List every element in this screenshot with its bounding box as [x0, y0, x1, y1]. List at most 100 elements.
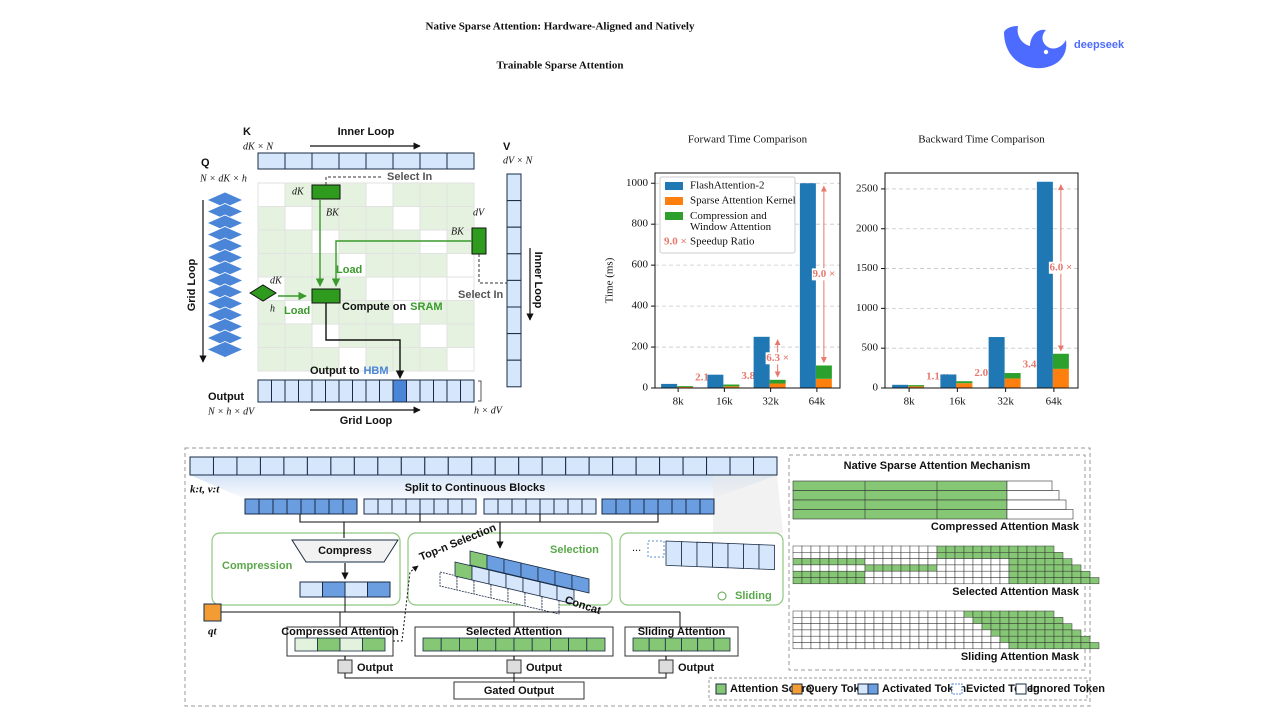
output-cell	[325, 379, 340, 403]
mask-cell	[837, 642, 848, 650]
mask-cell	[1062, 570, 1073, 578]
mask-cell	[1053, 570, 1064, 578]
mask-cell	[873, 617, 884, 624]
k-cell	[419, 152, 448, 170]
mask-cell	[1008, 629, 1019, 637]
kv-cell	[518, 456, 543, 476]
mask-cell	[972, 577, 983, 585]
mask-cell	[918, 545, 929, 553]
grid-cell	[419, 229, 448, 254]
mask-cell	[927, 564, 938, 572]
mask-cell	[990, 545, 1001, 553]
label: Q	[201, 157, 210, 169]
mask-cell	[909, 577, 920, 585]
mask-cell	[927, 623, 938, 631]
mask-cell	[828, 610, 839, 618]
output-cell	[298, 379, 313, 403]
mask-cell	[792, 629, 803, 637]
grid-cell	[257, 253, 286, 278]
mask-cell	[1035, 552, 1046, 559]
mask-cell	[981, 635, 992, 643]
mask-cell	[927, 570, 938, 578]
mask-cell	[918, 629, 929, 637]
mask-cell	[945, 570, 956, 578]
kv-cell	[494, 456, 520, 476]
bar-segment	[815, 378, 832, 388]
mask-cell	[918, 570, 929, 578]
mask-cell	[1026, 635, 1037, 643]
mask-cell	[981, 570, 992, 578]
mask-cell	[828, 623, 839, 631]
mask-cell	[837, 623, 848, 631]
mask-cell	[1035, 564, 1046, 572]
block-cell	[258, 498, 274, 515]
bar-segment	[677, 386, 694, 388]
sliding-cell	[681, 541, 698, 568]
bar-segment	[723, 384, 740, 387]
k-cell	[446, 152, 475, 170]
bar-segment	[1004, 378, 1021, 388]
block-cell	[483, 498, 499, 515]
mask-cell	[981, 564, 992, 572]
grid-cell	[257, 229, 286, 254]
output-cell	[433, 379, 448, 403]
mask-cell	[819, 617, 830, 624]
kv-cell	[541, 456, 567, 476]
mask-cell	[891, 545, 902, 553]
mask-cell	[981, 642, 992, 650]
score-cell	[513, 637, 533, 652]
mask-cell	[927, 558, 938, 566]
mask-cell	[810, 617, 821, 624]
mask-cell	[954, 629, 965, 637]
split-shade	[190, 475, 777, 499]
mask-cell	[819, 545, 830, 553]
y-tick-label: 2000	[856, 222, 879, 234]
mask-cell	[1053, 617, 1064, 624]
mask-cell	[1071, 564, 1082, 572]
mask-cell	[810, 577, 821, 585]
mask-cell	[945, 610, 956, 618]
mask-cell	[864, 617, 875, 624]
mask-cell	[828, 617, 839, 624]
label: Selection	[550, 544, 599, 556]
mask-cell	[945, 617, 956, 624]
mask-cell	[909, 570, 920, 578]
mask-cell	[972, 623, 983, 631]
grid-cell	[284, 276, 313, 301]
block-cell	[391, 498, 407, 515]
bar	[892, 384, 909, 388]
mask-cell	[954, 545, 965, 553]
score-cell	[664, 637, 682, 652]
mask-cell	[1017, 570, 1028, 578]
score-cell	[317, 637, 341, 652]
legend-swatch	[1015, 683, 1027, 695]
output-square	[506, 659, 522, 674]
bar-segment	[769, 379, 786, 384]
kv-cell	[377, 456, 402, 476]
score-cell	[458, 637, 478, 652]
mask-cell	[792, 570, 803, 578]
mask-cell	[873, 623, 884, 631]
block-cell	[657, 498, 673, 515]
bar-segment	[723, 386, 740, 388]
mask-cell	[1026, 642, 1037, 650]
mask-cell	[801, 577, 812, 585]
legend-label: Attention Score	[730, 683, 812, 695]
mask-cell	[810, 570, 821, 578]
label: Output	[678, 662, 714, 674]
mask-cell	[999, 629, 1010, 637]
mask-cell	[855, 564, 866, 572]
mask-cell	[819, 564, 830, 572]
mask-cell	[918, 617, 929, 624]
mask-cell	[972, 635, 983, 643]
grid-cell	[419, 182, 448, 207]
mask-cell	[1026, 558, 1037, 566]
grid-cell	[446, 347, 475, 372]
mask-cell	[900, 570, 911, 578]
block-cell	[553, 498, 569, 515]
block-cell	[377, 498, 393, 515]
label: Grid Loop	[186, 258, 198, 311]
mask-cell	[963, 552, 974, 559]
mask-cell	[990, 617, 1001, 624]
